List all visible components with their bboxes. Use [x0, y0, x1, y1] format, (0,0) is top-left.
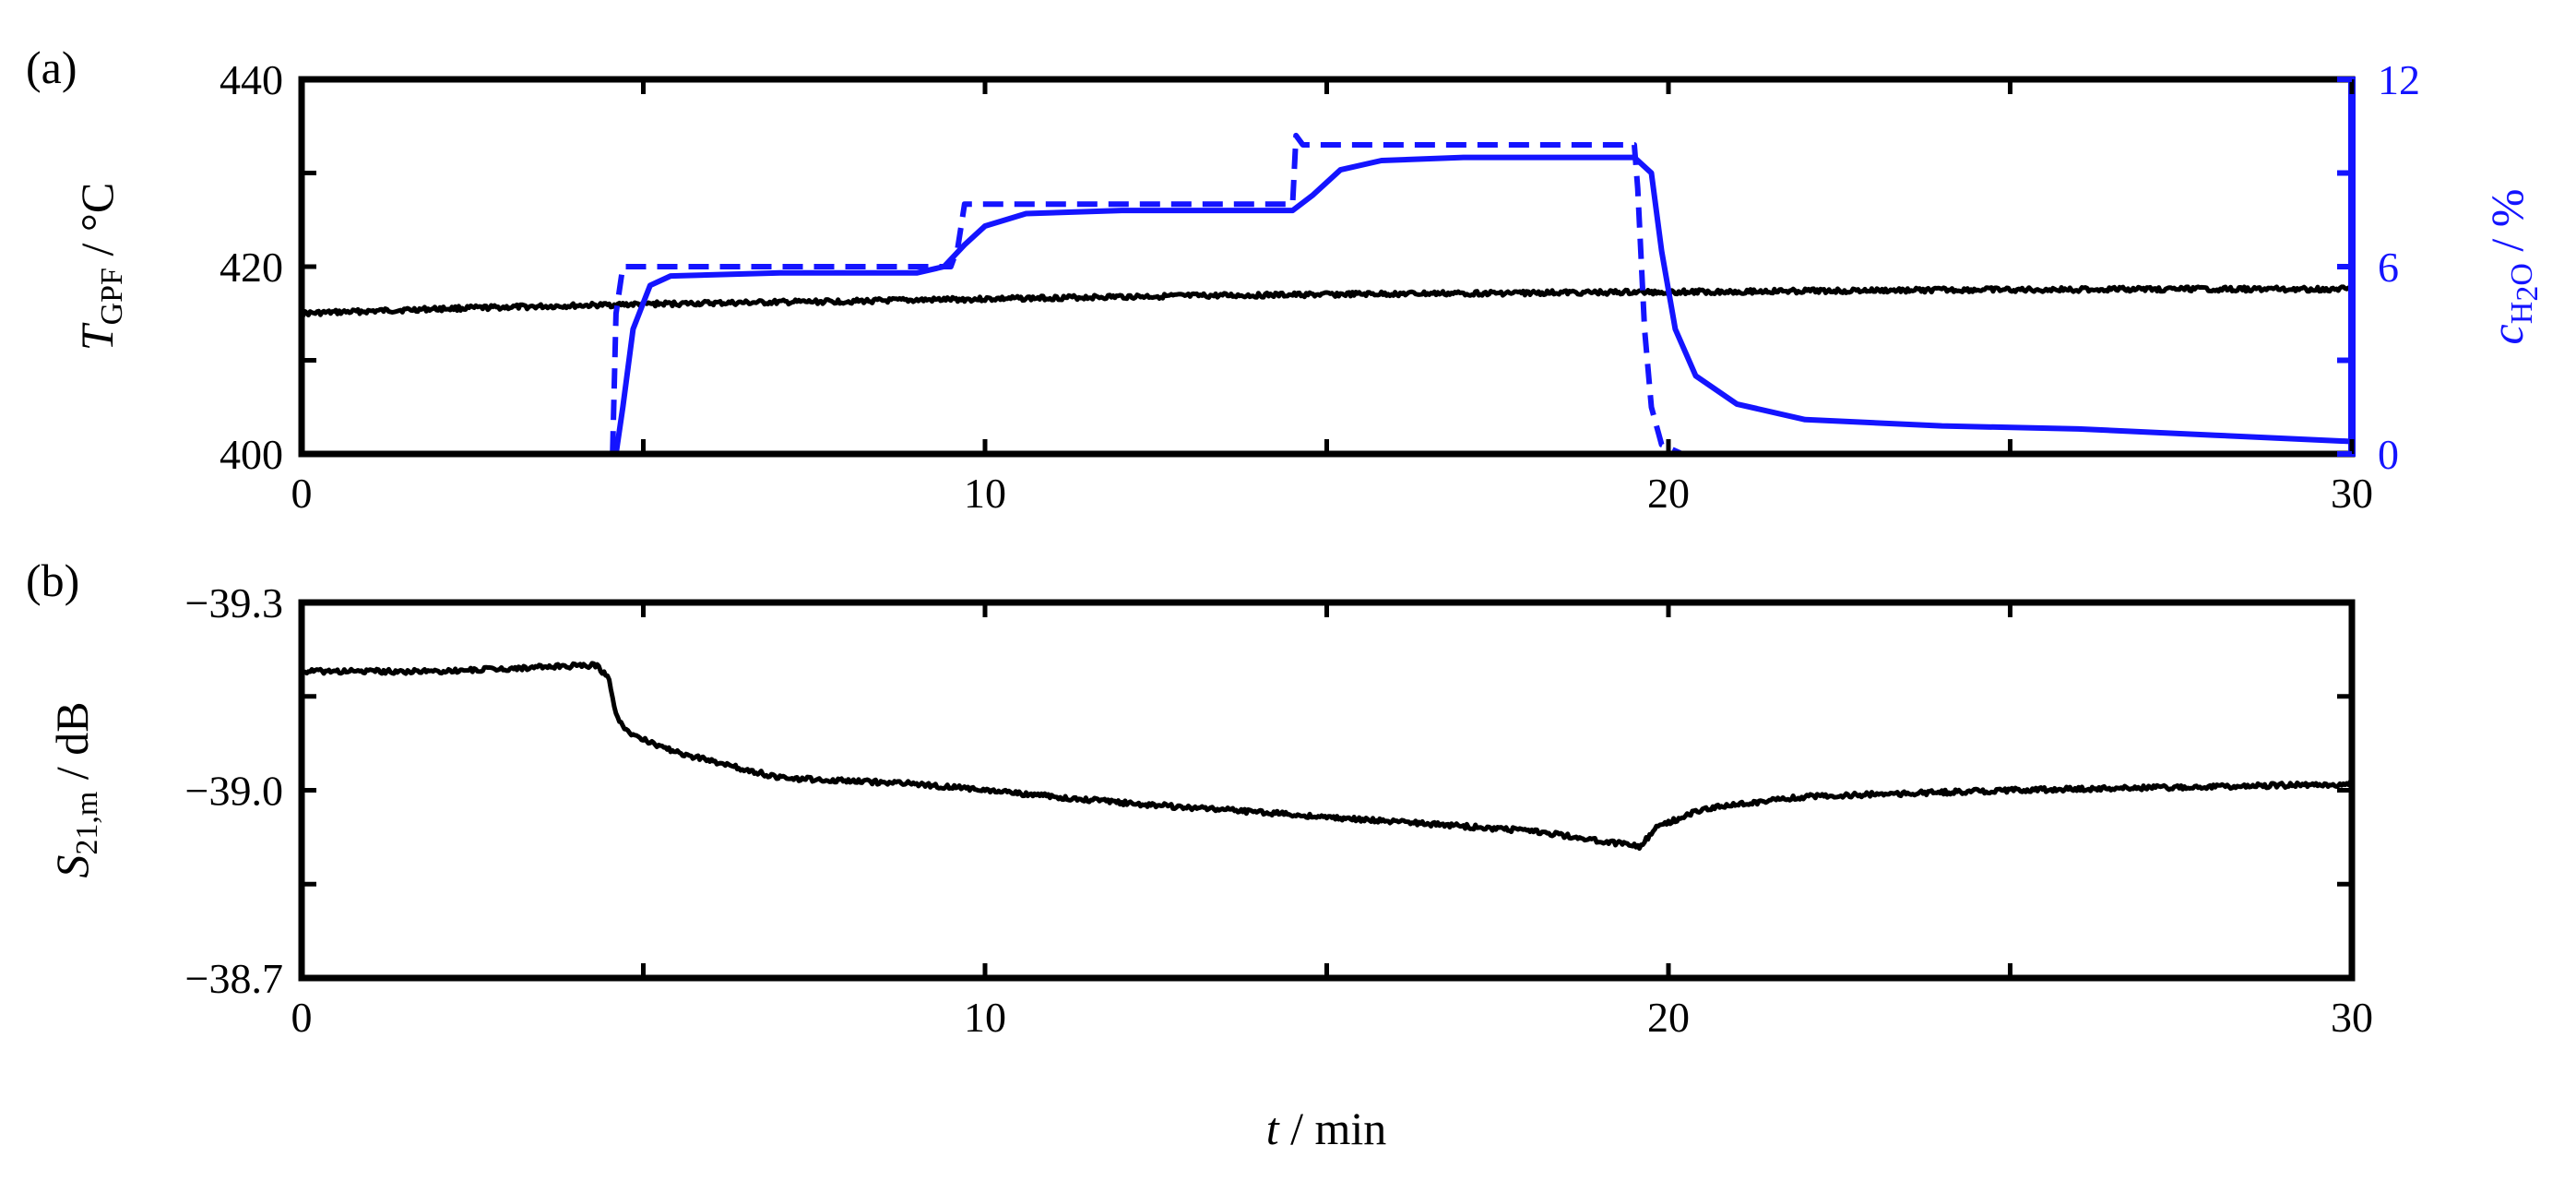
panel-a-xtick-label: 0: [291, 470, 313, 517]
panel-b-xtick-label: 20: [1647, 994, 1690, 1041]
panel-a-ytick-label: 440: [220, 56, 283, 103]
panel-b-ylabel: S21,m / dB: [46, 701, 104, 877]
panel-a-series-line-0: [301, 284, 2354, 318]
panel-a-ytick-label: 400: [220, 431, 283, 478]
panel-b-xtick-label: 10: [964, 994, 1006, 1041]
panel-b-series-line-0: [299, 661, 2354, 852]
panel-a-series-line-2: [302, 154, 2353, 457]
panel-a-ylabel: TGPF / °C: [71, 183, 129, 351]
panel-a-series-line-1: [302, 132, 2352, 457]
panel-a-ytick-label: 420: [220, 244, 283, 291]
panel-a-frame: [298, 76, 2356, 458]
panel-b-xtick-label: 0: [291, 994, 313, 1041]
panel-b-ticks: 0 10 20 30 −39.3 −39.0 −38.7: [185, 579, 2373, 1041]
panel-a-xtick-label: 30: [2331, 470, 2373, 517]
panel-a-y2label: cH2O / %: [2481, 189, 2545, 345]
panel-a-series: [301, 132, 2354, 457]
panel-b: (b) 0 10 20 30 −39.3 −39.0 −38.7 S21,m / dB t …: [26, 555, 2373, 1154]
panel-a-y2tick-label: 12: [2378, 56, 2420, 103]
panel-b-xlabel: t / min: [1266, 1103, 1387, 1154]
panel-label-b: (b): [26, 555, 79, 606]
panel-a-y2tick-label: 0: [2378, 431, 2399, 478]
panel-a: (a) 0 10 20 30 400 420 440 0 6 12 TGPF / °C cH2O …: [26, 42, 2545, 517]
panel-label-a: (a): [26, 42, 77, 93]
panel-a-y2tick-label: 6: [2378, 244, 2399, 291]
panel-a-xtick-label: 20: [1647, 470, 1690, 517]
panel-a-xtick-label: 10: [964, 470, 1006, 517]
panel-b-ytick-label: −39.0: [185, 768, 283, 815]
panel-b-ytick-label: −38.7: [185, 955, 283, 1002]
panel-b-xtick-label: 30: [2331, 994, 2373, 1041]
panel-b-series: [299, 661, 2354, 852]
panel-b-ytick-label: −39.3: [185, 579, 283, 626]
panel-a-ticks: 0 10 20 30 400 420 440 0 6 12: [220, 56, 2420, 517]
